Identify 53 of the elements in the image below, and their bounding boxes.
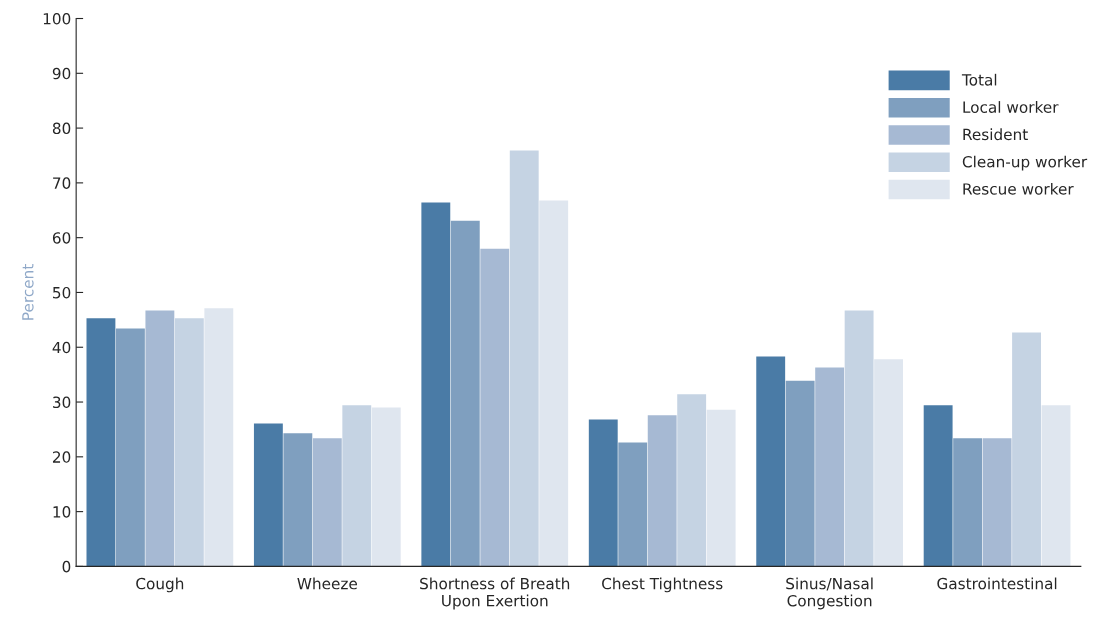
- legend-label: Total: [961, 73, 997, 86]
- bar: [480, 248, 510, 567]
- bar: [953, 438, 983, 567]
- bar: [312, 438, 342, 567]
- bar: [450, 220, 480, 567]
- y-tick-label: 70: [53, 177, 71, 189]
- bar: [588, 419, 618, 567]
- x-tick-label: Gastrointestinal: [937, 577, 1057, 590]
- bar: [283, 433, 313, 567]
- bar: [815, 367, 845, 567]
- bar: [785, 380, 815, 567]
- legend-label: Local worker: [963, 101, 1059, 113]
- legend-label: Clean-up worker: [962, 155, 1088, 171]
- bar: [706, 409, 736, 567]
- bar: [371, 407, 401, 567]
- bar: [1012, 332, 1041, 567]
- y-tick-label: 20: [52, 451, 71, 463]
- bar: [874, 359, 904, 567]
- bar: [677, 394, 707, 567]
- bar: [342, 405, 372, 567]
- y-axis-title: Percent: [22, 264, 34, 320]
- y-tick-label: 10: [53, 506, 71, 518]
- x-tick-label: Wheeze: [297, 577, 358, 590]
- y-tick-label: 40: [52, 341, 71, 354]
- x-tick-label: Shortness of Breath Upon Exertion: [420, 577, 570, 610]
- y-tick-label: 90: [52, 67, 71, 80]
- bar: [539, 200, 569, 567]
- bar: [923, 405, 953, 567]
- y-tick-label: 30: [53, 396, 71, 409]
- y-tick-label: 60: [52, 232, 71, 244]
- bar: [145, 310, 175, 567]
- x-tick-label: Chest Tightness: [602, 577, 723, 593]
- bar: [86, 318, 116, 567]
- bar: [509, 150, 539, 567]
- bar: [1041, 405, 1071, 567]
- bar: [253, 423, 283, 567]
- bar: [756, 356, 786, 567]
- bar: [844, 310, 874, 567]
- x-tick-label: Sinus/Nasal Congestion: [786, 577, 873, 610]
- bar: [618, 442, 648, 567]
- x-tick-label: Cough: [136, 577, 184, 593]
- bar: [204, 308, 234, 567]
- legend-label: Rescue worker: [963, 182, 1074, 195]
- bar: [115, 328, 145, 567]
- y-tick-label: 100: [43, 12, 71, 25]
- legend-label: Resident: [963, 128, 1028, 141]
- y-tick-label: 50: [53, 286, 71, 299]
- bar: [982, 438, 1012, 567]
- bar: [421, 202, 451, 567]
- y-tick-label: 0: [62, 560, 71, 573]
- bar: [174, 318, 204, 567]
- y-tick-label: 80: [52, 122, 71, 135]
- bar: [647, 415, 677, 567]
